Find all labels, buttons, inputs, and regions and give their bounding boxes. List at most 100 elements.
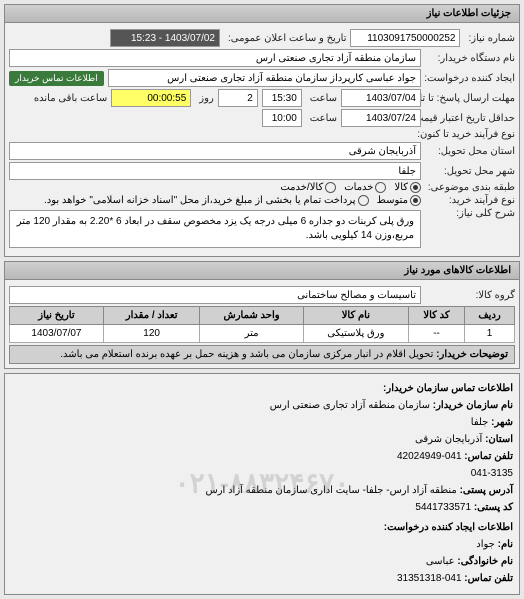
post-label: کد پستی: — [474, 502, 513, 513]
td-name: ورق پلاستیکی — [303, 325, 408, 343]
prov-label: استان: — [485, 434, 513, 445]
radio-kala[interactable]: کالا — [394, 182, 421, 193]
validity-time-field: 10:00 — [262, 109, 302, 127]
city-field: جلفا — [9, 162, 421, 180]
niaz-num-label: شماره نیاز: — [464, 33, 515, 44]
info-family: نام خانوادگی: عباسی — [11, 554, 513, 570]
phone2-val: 041-3135 — [471, 468, 513, 479]
items-panel-title: اطلاعات کالاهای مورد نیاز — [5, 262, 519, 280]
th-code: کد کالا — [408, 307, 464, 325]
org-label: نام سازمان خریدار: — [433, 400, 513, 411]
family-val: عباسی — [426, 556, 455, 567]
radio-khadamat[interactable]: خدمات — [344, 182, 386, 193]
td-date: 1403/07/07 — [10, 325, 104, 343]
group-field: تاسیسات و مصالح ساختمانی — [9, 286, 421, 304]
payment-radio-group: متوسط پرداخت تمام یا بخشی از مبلغ خرید،ا… — [44, 195, 421, 206]
contact-panel: ۰۲۱-۸۸۳۲۴۶۷۰ اطلاعات تماس سازمان خریدار:… — [4, 373, 520, 595]
radio-icon — [325, 182, 336, 193]
panel-title: جزئیات اطلاعات نیاز — [5, 5, 519, 23]
desc-label: شرح کلی نیاز: — [425, 208, 515, 219]
info-prov: استان: آذربایجان شرقی — [11, 432, 513, 448]
info-addr: آدرس پستی: منطقه آزاد ارس- جلفا- سایت اد… — [11, 483, 513, 499]
items-panel-body: گروه کالا: تاسیسات و مصالح ساختمانی ردیف… — [5, 280, 519, 368]
td-unit: متر — [200, 325, 303, 343]
name-val: جواد — [476, 539, 495, 550]
radio-label: کالا — [394, 182, 408, 193]
th-date: تاریخ نیاز — [10, 307, 104, 325]
contact-title: اطلاعات تماس سازمان خریدار: — [11, 381, 513, 397]
city-label2: شهر: — [491, 417, 513, 428]
radio-label: خدمات — [344, 182, 373, 193]
family-label: نام خانوادگی: — [457, 556, 513, 567]
process-label: نوع فرآیند خرید تا کنون: — [425, 129, 515, 140]
creator-field: جواد عباسی کارپرداز سازمان منطقه آزاد تج… — [108, 69, 421, 87]
td-qty: 120 — [103, 325, 199, 343]
note-text: تحویل اقلام در انبار مرکزی سازمان می باش… — [60, 349, 433, 360]
th-row: ردیف — [465, 307, 515, 325]
req-title: اطلاعات ایجاد کننده درخواست: — [11, 520, 513, 536]
province-field: آذربایجان شرقی — [9, 142, 421, 160]
radio-pay2[interactable]: پرداخت تمام یا بخشی از مبلغ خرید،از محل … — [44, 195, 369, 206]
buyer-field: سازمان منطقه آزاد تجاری صنعتی ارس — [9, 49, 421, 67]
desc-text: ورق پلی کربنات دو جداره 6 میلی درجه یک ی… — [9, 210, 421, 248]
info-city: شهر: جلفا — [11, 415, 513, 431]
th-name: نام کالا — [303, 307, 408, 325]
city-label: شهر محل تحویل: — [425, 166, 515, 177]
buyer-label: نام دستگاه خریدار: — [425, 53, 515, 64]
info-phone2: 041-3135 — [11, 466, 513, 482]
radio-label: متوسط — [377, 195, 408, 206]
table-row: 1 -- ورق پلاستیکی متر 120 1403/07/07 — [10, 325, 515, 343]
items-panel: اطلاعات کالاهای مورد نیاز گروه کالا: تاس… — [4, 261, 520, 369]
contact-badge[interactable]: اطلاعات تماس خریدار — [9, 71, 104, 86]
radio-icon — [375, 182, 386, 193]
time-label-1: ساعت — [306, 93, 337, 104]
prov-val: آذربایجان شرقی — [415, 434, 482, 445]
phone-val: 041-42024949 — [397, 451, 462, 462]
radio-icon — [358, 195, 369, 206]
items-table: ردیف کد کالا نام کالا واحد شمارش تعداد /… — [9, 306, 515, 343]
radio-kalakhad[interactable]: کالا/خدمت — [280, 182, 336, 193]
info-org: نام سازمان خریدار: سازمان منطقه آزاد تجا… — [11, 398, 513, 414]
category-label: طبقه بندی موضوعی: — [425, 182, 515, 193]
phone-label: تلفن تماس: — [464, 451, 513, 462]
date-label: تاریخ و ساعت اعلان عمومی: — [224, 33, 347, 44]
org-val: سازمان منطقه آزاد تجاری صنعتی ارس — [270, 400, 430, 411]
td-row: 1 — [465, 325, 515, 343]
niaz-num-field: 1103091750000252 — [350, 29, 460, 47]
th-qty: تعداد / مقدار — [103, 307, 199, 325]
deadline-time-field: 15:30 — [262, 89, 302, 107]
validity-label: حداقل تاریخ اعتبار قیمت: تا تاریخ: — [425, 113, 515, 124]
th-unit: واحد شمارش — [200, 307, 303, 325]
remaining-label: ساعت باقی مانده — [30, 93, 107, 104]
radio-label: کالا/خدمت — [280, 182, 323, 193]
city-val: جلفا — [471, 417, 489, 428]
note-label: توضیحات خریدار: — [436, 349, 508, 360]
addr-label: آدرس پستی: — [460, 485, 513, 496]
days-field: 2 — [218, 89, 258, 107]
radio-pay1[interactable]: متوسط — [377, 195, 421, 206]
validity-date-field: 1403/07/24 — [341, 109, 421, 127]
info-post: کد پستی: 5441733571 — [11, 500, 513, 516]
deadline-label: مهلت ارسال پاسخ: تا تاریخ: — [425, 93, 515, 104]
post-val: 5441733571 — [415, 502, 471, 513]
payment-label: نوع فرآیند خرید: — [425, 195, 515, 206]
radio-icon — [410, 195, 421, 206]
creator-label: ایجاد کننده درخواست: — [425, 73, 515, 84]
reqphone-label: تلفن تماس: — [464, 573, 513, 584]
date-field: 1403/07/02 - 15:23 — [110, 29, 220, 47]
radio-label: پرداخت تمام یا بخشی از مبلغ خرید،از محل … — [44, 195, 356, 206]
info-phone: تلفن تماس: 041-42024949 — [11, 449, 513, 465]
info-name: نام: جواد — [11, 537, 513, 553]
panel-body: شماره نیاز: 1103091750000252 تاریخ و ساع… — [5, 23, 519, 256]
radio-icon — [410, 182, 421, 193]
table-header-row: ردیف کد کالا نام کالا واحد شمارش تعداد /… — [10, 307, 515, 325]
info-reqphone: تلفن تماس: 041-31351318 — [11, 571, 513, 587]
category-radio-group: کالا خدمات کالا/خدمت — [280, 182, 421, 193]
td-code: -- — [408, 325, 464, 343]
name-label: نام: — [498, 539, 513, 550]
province-label: استان محل تحویل: — [425, 146, 515, 157]
reqphone-val: 041-31351318 — [397, 573, 462, 584]
day-label: روز — [195, 93, 214, 104]
buyer-note: توضیحات خریدار: تحویل اقلام در انبار مرک… — [9, 345, 515, 364]
countdown-field: 00:00:55 — [111, 89, 191, 107]
